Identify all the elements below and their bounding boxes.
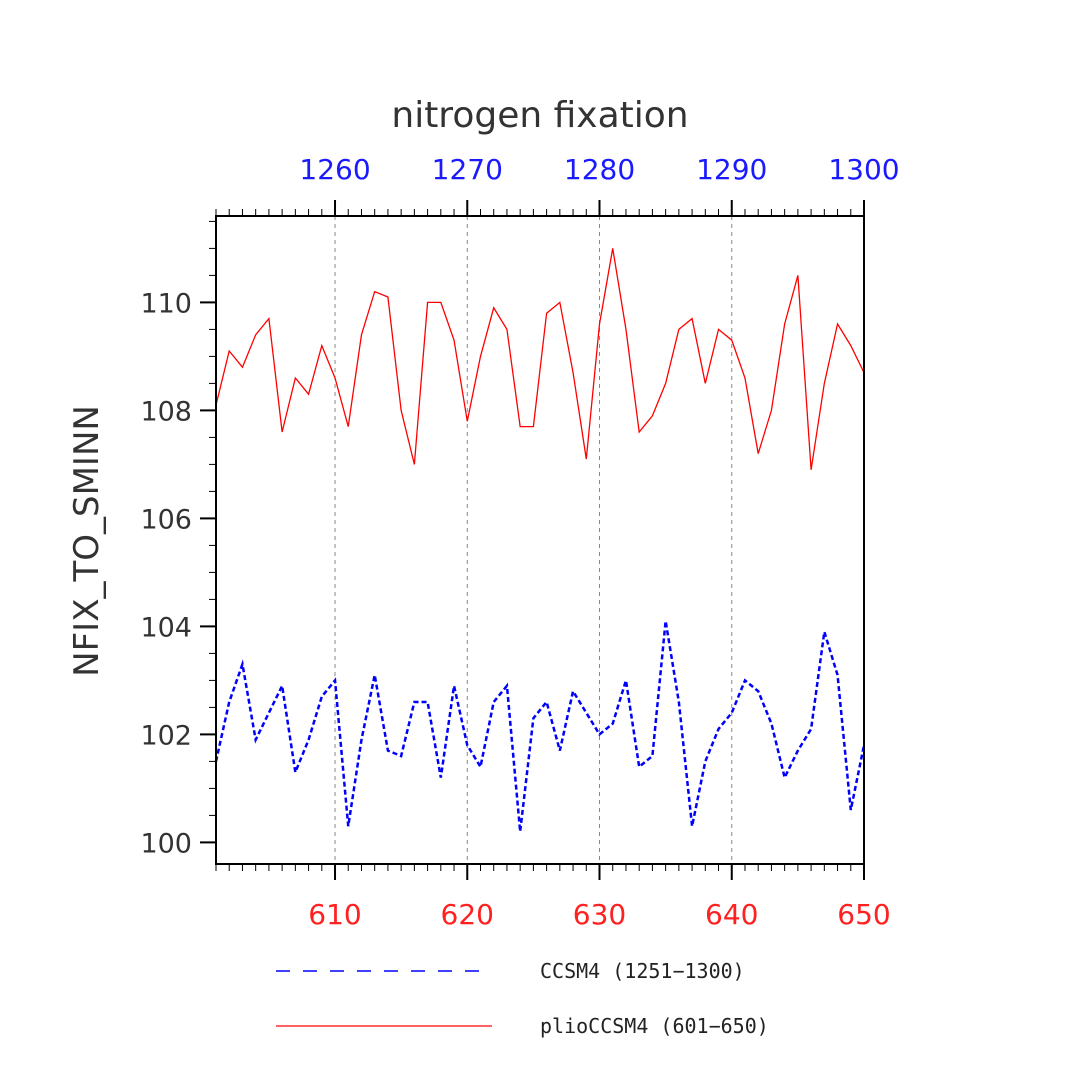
chart-title: nitrogen fixation [391,95,688,136]
series-line-ccsm4 [214,620,866,832]
y-tick-label: 108 [140,396,192,427]
grid-lines [334,216,733,864]
series-group [214,248,866,832]
axis-ticks: 610 620 630 640 650 1260 1270 1280 1290 1300 100 10… [140,153,899,931]
x-top-tick-label: 1270 [432,153,503,186]
y-tick-label: 104 [140,612,192,643]
x-top-tick-label: 1280 [564,153,635,186]
x-top-tick-label: 1260 [299,153,370,186]
y-axis-label: NFIX_TO_SMINN [67,405,107,677]
y-tick-label: 106 [140,504,192,535]
legend-label-ccsm4: CCSM4 (1251−1300) [540,959,745,983]
x-bottom-tick-label: 620 [441,898,494,931]
x-bottom-tick-label: 640 [705,898,758,931]
x-bottom-tick-label: 650 [837,898,890,931]
legend-label-plioccsm4: plioCCSM4 (601−650) [540,1014,769,1038]
plot-frame [215,215,865,865]
x-top-tick-label: 1290 [696,153,767,186]
y-tick-label: 100 [140,828,192,859]
x-top-tick-label: 1300 [828,153,899,186]
y-tick-label: 110 [140,288,192,319]
legend: CCSM4 (1251−1300) plioCCSM4 (601−650) [276,959,769,1038]
y-tick-label: 102 [140,720,192,751]
x-bottom-tick-label: 630 [573,898,626,931]
series-line-plioccsm4 [215,248,865,470]
x-bottom-tick-label: 610 [308,898,361,931]
